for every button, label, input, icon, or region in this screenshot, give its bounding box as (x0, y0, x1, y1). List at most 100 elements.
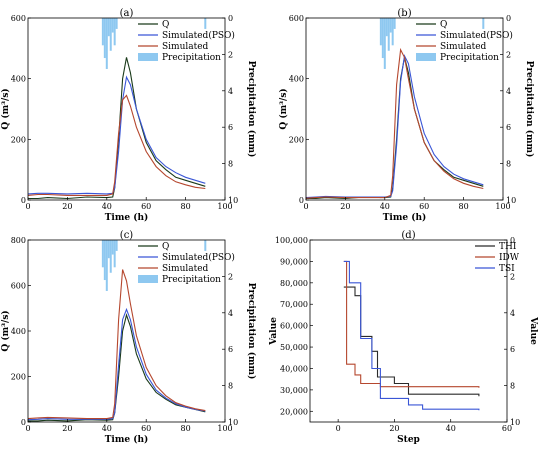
y2-axis-label: Value (528, 316, 538, 345)
y2-tick-label: 10 (228, 418, 238, 427)
legend-label: Precipitation (162, 275, 221, 285)
panel-label: (c) (120, 230, 134, 241)
x-tick-label: 40 (380, 202, 390, 211)
legend-label: Q (440, 20, 447, 30)
legend-label: TSI (499, 264, 515, 274)
y-tick-label: 600 (289, 14, 304, 23)
x-tick-label: 100 (217, 202, 232, 211)
panel-label: (a) (120, 8, 134, 19)
x-axis-label: Time (h) (105, 434, 149, 445)
y-tick-label: 200 (289, 135, 304, 144)
precip-bar (109, 18, 112, 51)
y-tick-label: 50,000 (280, 343, 308, 352)
y-tick-label: 100,000 (275, 236, 308, 245)
y-tick-label: 0 (21, 418, 26, 427)
y2-tick-label: 8 (228, 160, 233, 169)
precip-bar (389, 18, 392, 33)
y2-tick-label: 8 (228, 382, 233, 391)
x-axis-label: Time (h) (105, 212, 149, 223)
y-tick-label: 200 (11, 373, 26, 382)
series-line (305, 47, 484, 199)
x-tick-label: 80 (181, 424, 191, 433)
series-line (27, 307, 206, 421)
legend-label: Precipitation (440, 53, 499, 63)
x-tick-label: 40 (446, 424, 456, 433)
legend-swatch (138, 53, 158, 61)
series-line (28, 313, 206, 422)
y-tick-label: 20,000 (280, 407, 308, 416)
precip-bar (383, 18, 386, 69)
y2-tick-label: 6 (510, 345, 515, 354)
y2-axis-label: Precipitation (mm) (246, 61, 257, 158)
precip-bar (391, 18, 394, 46)
series-line (27, 75, 206, 195)
y-tick-label: 400 (289, 75, 304, 84)
legend-label: Simulated(PSO) (440, 30, 513, 41)
x-tick-label: 20 (340, 202, 350, 211)
series-line (27, 269, 206, 420)
y2-axis-label: Precipitation (mm) (246, 283, 257, 380)
legend-label: THI (499, 242, 517, 252)
y2-tick-label: 10 (228, 196, 238, 205)
precip-bar (387, 18, 390, 51)
plot-frame (27, 17, 226, 201)
y2-tick-label: 10 (510, 418, 520, 427)
series-line (343, 260, 480, 388)
precip-bar (101, 18, 104, 46)
legend-label: Simulated(PSO) (162, 252, 235, 263)
precip-bar (204, 240, 207, 251)
legend-label: Simulated(PSO) (162, 30, 235, 41)
y-tick-label: 80,000 (280, 279, 308, 288)
y2-tick-label: 10 (506, 196, 516, 205)
y-tick-label: 30,000 (280, 386, 308, 395)
x-tick-label: 0 (25, 202, 30, 211)
precip-bar (385, 18, 388, 37)
x-tick-label: 80 (459, 202, 469, 211)
y-axis-label: Q (m³/s) (0, 88, 11, 129)
y2-tick-label: 4 (506, 87, 511, 96)
series-line (343, 286, 480, 397)
x-tick-label: 20 (62, 424, 72, 433)
y-tick-label: 90,000 (280, 257, 308, 266)
series-line (305, 54, 484, 199)
panel-4: (d)0 20 40 6020,00030,00040,00050,00060,000… (269, 230, 538, 445)
precip-bar (105, 240, 108, 291)
x-tick-label: 0 (303, 202, 308, 211)
x-tick-label: 60 (419, 202, 429, 211)
x-tick-label: 20 (389, 424, 399, 433)
precip-bar (113, 18, 116, 46)
legend-label: Simulated (162, 264, 209, 274)
series-line (28, 57, 206, 200)
panel-label: (d) (401, 230, 415, 241)
y-tick-label: 0 (21, 196, 26, 205)
y2-tick-label: 6 (228, 123, 233, 132)
panel-2: (b) 0 20 40 60 80 100 0 200 400 600 0 2 4 6 8 10 Time (h)… (278, 8, 535, 223)
y-axis-label: Value (269, 317, 279, 346)
y2-tick-label: 4 (510, 309, 515, 318)
y-tick-label: 400 (11, 75, 26, 84)
y-tick-label: 800 (11, 236, 26, 245)
x-tick-label: 40 (102, 202, 112, 211)
y-tick-label: 600 (11, 14, 26, 23)
precip-bar (393, 18, 396, 29)
precip-bar (381, 18, 384, 59)
panel-1: (a) 0 20 40 60 80 100 0 200 400 600 0 2 4 6 8 10 Time (h)… (0, 8, 257, 223)
precip-bar (111, 240, 114, 255)
y2-tick-label: 0 (506, 14, 511, 23)
legend-label: Q (162, 20, 169, 30)
precip-bar (113, 240, 116, 268)
x-tick-label: 60 (141, 202, 151, 211)
x-tick-label: 100 (495, 202, 510, 211)
x-axis-label: Step (397, 435, 420, 445)
x-tick-label: 20 (62, 202, 72, 211)
x-tick-label: 60 (141, 424, 151, 433)
y2-tick-label: 4 (228, 309, 233, 318)
y2-tick-label: 0 (228, 14, 233, 23)
legend-swatch (416, 53, 436, 61)
x-tick-label: 40 (102, 424, 112, 433)
precip-bar (101, 240, 104, 268)
